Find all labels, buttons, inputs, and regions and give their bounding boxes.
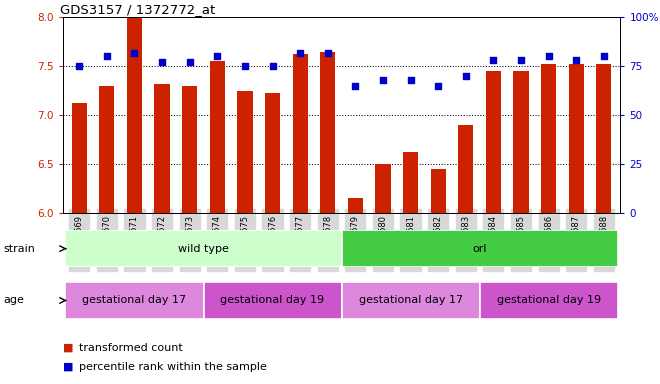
Text: gestational day 17: gestational day 17 — [358, 295, 463, 306]
Bar — [292, 55, 308, 213]
Text: orl: orl — [473, 243, 487, 254]
Bar — [154, 84, 170, 213]
Bar — [265, 93, 280, 213]
Bar — [342, 282, 480, 319]
Point — [571, 57, 581, 63]
Bar — [569, 64, 584, 213]
Text: ■: ■ — [63, 343, 73, 353]
Text: gestational day 17: gestational day 17 — [82, 295, 187, 306]
Bar — [238, 91, 253, 213]
Text: gestational day 19: gestational day 19 — [220, 295, 325, 306]
Bar — [99, 86, 114, 213]
Point — [212, 53, 222, 60]
Bar — [127, 17, 142, 213]
Bar — [376, 164, 391, 213]
Text: transformed count: transformed count — [79, 343, 183, 353]
Point — [350, 83, 360, 89]
Point — [102, 53, 112, 60]
Bar — [182, 86, 197, 213]
Point — [378, 77, 388, 83]
Bar — [65, 230, 342, 267]
Bar — [403, 152, 418, 213]
Bar — [458, 125, 473, 213]
Point — [74, 63, 84, 70]
Text: GDS3157 / 1372772_at: GDS3157 / 1372772_at — [60, 3, 215, 16]
Text: ■: ■ — [63, 362, 73, 372]
Point — [157, 59, 168, 65]
Text: gestational day 19: gestational day 19 — [496, 295, 601, 306]
Text: percentile rank within the sample: percentile rank within the sample — [79, 362, 267, 372]
Bar — [320, 51, 335, 213]
Point — [267, 63, 278, 70]
Point — [240, 63, 250, 70]
Point — [599, 53, 609, 60]
Bar — [513, 71, 529, 213]
Bar — [348, 199, 363, 213]
Text: strain: strain — [3, 243, 35, 254]
Point — [323, 50, 333, 56]
Bar — [486, 71, 501, 213]
Bar — [203, 282, 342, 319]
Bar — [596, 64, 611, 213]
Point — [488, 57, 499, 63]
Bar — [342, 230, 618, 267]
Bar — [65, 282, 203, 319]
Bar — [430, 169, 446, 213]
Point — [515, 57, 526, 63]
Point — [405, 77, 416, 83]
Point — [184, 59, 195, 65]
Bar — [541, 64, 556, 213]
Point — [433, 83, 444, 89]
Point — [461, 73, 471, 79]
Text: wild type: wild type — [178, 243, 229, 254]
Point — [129, 50, 140, 56]
Bar — [210, 61, 225, 213]
Bar — [480, 282, 618, 319]
Bar — [72, 103, 87, 213]
Point — [295, 50, 306, 56]
Text: age: age — [3, 295, 24, 306]
Point — [543, 53, 554, 60]
